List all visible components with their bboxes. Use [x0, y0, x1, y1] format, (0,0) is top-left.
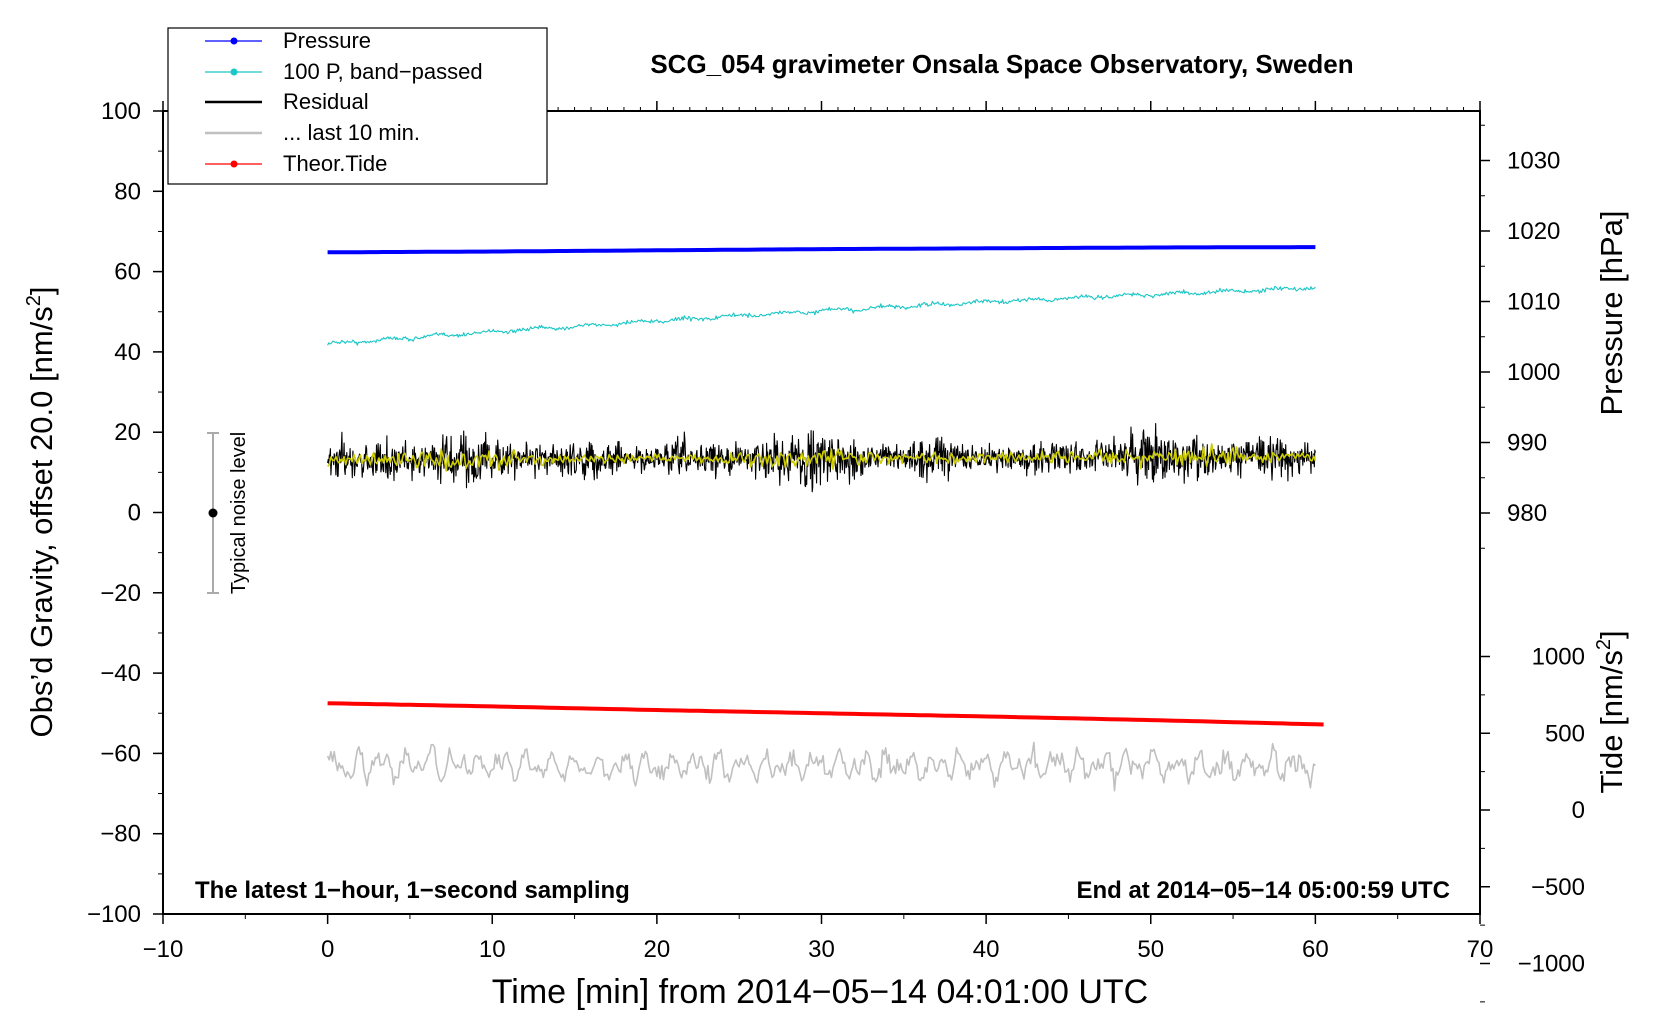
tide-tick-label: 1000 [1532, 644, 1585, 671]
y-tick-label: −80 [100, 821, 141, 848]
pressure-tick-label: 990 [1507, 430, 1547, 457]
x-tick-label: 40 [973, 936, 1000, 963]
x-tick-label: 10 [479, 936, 506, 963]
pressure-tick-labels: 980 990 1000 1010 1020 1030 [1507, 148, 1560, 528]
legend-label-pressure: Pressure [283, 28, 371, 53]
x-tick-labels: −10 0 10 20 30 40 50 60 70 [143, 936, 1494, 963]
plot-frame [162, 110, 1481, 915]
tide-tick-label: −500 [1531, 874, 1585, 901]
pressure-tick-label: 1000 [1507, 359, 1560, 386]
legend-entry-last10: ... last 10 min. [205, 120, 420, 145]
y-tick-label: 40 [114, 339, 141, 366]
noise-level-marker [207, 432, 219, 594]
y-tick-label: 100 [101, 98, 141, 125]
legend-entry-residual: Residual [205, 89, 369, 114]
legend-entry-pressure: Pressure [205, 28, 371, 53]
y-tick-label: 0 [128, 500, 141, 527]
tide-axis-label: Tide [nm/s2] [1593, 630, 1629, 793]
y-axis-label: Obs’d Gravity, offset 20.0 [nm/s2] [23, 286, 59, 737]
legend-entry-tide: Theor.Tide [205, 151, 387, 176]
legend-box [167, 27, 548, 185]
y-tick-labels: −100 −80 −60 −40 −20 0 20 40 60 80 100 [87, 98, 141, 928]
y-tick-label: −40 [100, 660, 141, 687]
legend-label-residual: Residual [283, 89, 369, 114]
x-tick-label: 0 [321, 936, 334, 963]
y-tick-label: −20 [100, 580, 141, 607]
legend-label-last10: ... last 10 min. [283, 120, 420, 145]
legend-entry-bandpassed: 100 P, band−passed [205, 59, 483, 84]
series-line-residual-smoothed [327, 443, 1317, 472]
series-line-bandpassed [327, 286, 1316, 346]
y-tick-label: −60 [100, 740, 141, 767]
legend: Pressure 100 P, band−passed Residual ...… [167, 27, 548, 185]
tide-tick-label: 0 [1572, 797, 1585, 824]
series-line-tide [327, 701, 1324, 727]
series-line-last10 [326, 741, 1316, 792]
tide-tick-label: 500 [1545, 720, 1585, 747]
annotation-end-time: End at 2014−05−14 05:00:59 UTC [1076, 877, 1450, 904]
pressure-axis-label: Pressure [hPa] [1594, 210, 1629, 415]
annotation-sampling: The latest 1−hour, 1−second sampling [195, 877, 630, 904]
y-tick-label: 20 [114, 419, 141, 446]
pressure-tick-label: 1030 [1507, 148, 1560, 175]
chart-title: SCG_054 gravimeter Onsala Space Observat… [650, 49, 1353, 79]
pressure-tick-label: 980 [1507, 500, 1547, 527]
x-tick-label: 30 [808, 936, 835, 963]
x-tick-label: 50 [1137, 936, 1164, 963]
x-axis-label: Time [min] from 2014−05−14 04:01:00 UTC [492, 973, 1148, 1011]
legend-label-bandpassed: 100 P, band−passed [283, 59, 483, 84]
y-tick-label: 80 [114, 178, 141, 205]
x-tick-label: 70 [1467, 936, 1494, 963]
axis-ticks [153, 101, 1490, 1003]
series-line-pressure [327, 245, 1316, 255]
y-tick-label: 60 [114, 259, 141, 286]
tide-tick-label: −1000 [1518, 951, 1585, 978]
x-tick-label: 20 [644, 936, 671, 963]
pressure-tick-label: 1010 [1507, 289, 1560, 316]
x-tick-label: −10 [143, 936, 184, 963]
series-group [326, 245, 1324, 792]
series-line-residual [327, 422, 1316, 493]
pressure-tick-label: 1020 [1507, 218, 1560, 245]
y-tick-label: −100 [87, 901, 141, 928]
legend-label-tide: Theor.Tide [283, 151, 387, 176]
noise-level-label: Typical noise level [228, 432, 250, 594]
x-tick-label: 60 [1302, 936, 1329, 963]
